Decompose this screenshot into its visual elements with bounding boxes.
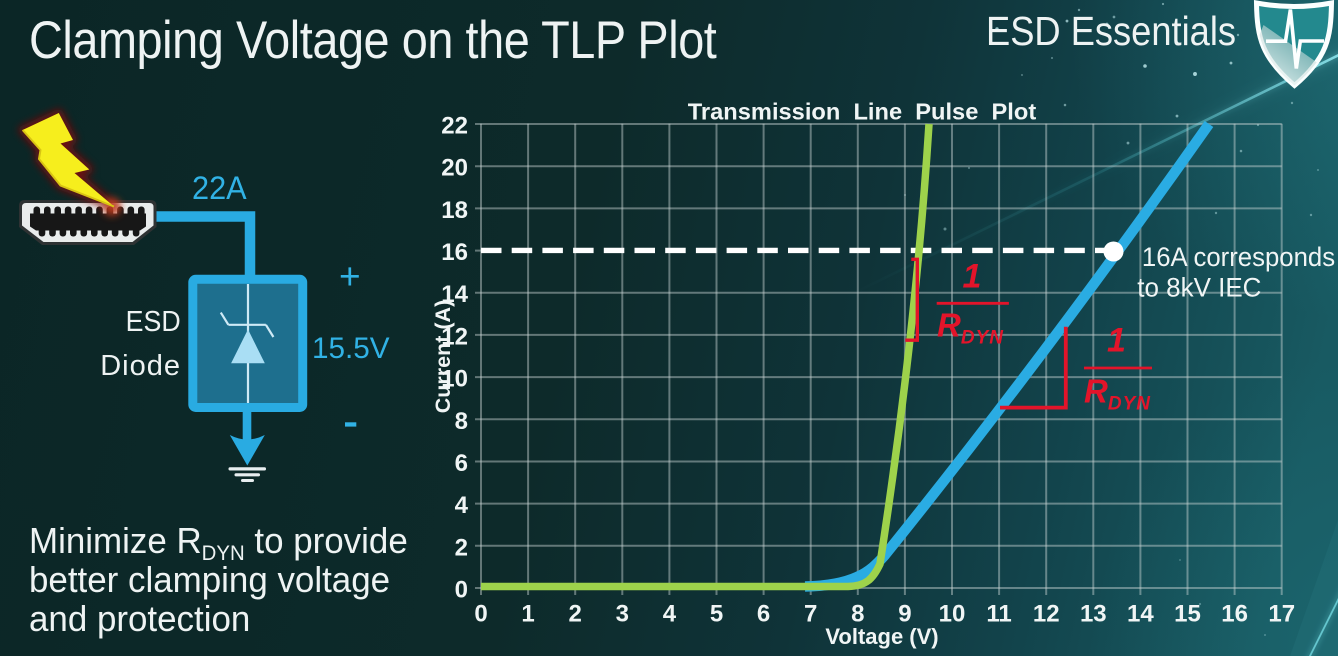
- svg-text:9: 9: [898, 601, 911, 628]
- svg-text:14: 14: [441, 281, 468, 308]
- svg-text:10: 10: [441, 366, 468, 393]
- svg-text:12: 12: [1033, 601, 1060, 628]
- svg-text:1: 1: [521, 601, 534, 628]
- svg-text:6: 6: [455, 450, 468, 477]
- svg-text:4: 4: [455, 492, 469, 519]
- svg-text:2: 2: [569, 601, 582, 628]
- svg-text:8: 8: [455, 408, 468, 435]
- svg-text:3: 3: [616, 601, 629, 628]
- svg-text:6: 6: [757, 601, 770, 628]
- svg-text:10: 10: [939, 601, 966, 628]
- svg-text:22: 22: [441, 113, 468, 140]
- svg-text:14: 14: [1127, 601, 1154, 628]
- svg-text:16A corresponds: 16A corresponds: [1142, 242, 1335, 273]
- svg-text:2: 2: [455, 534, 468, 561]
- svg-text:Transmission Line Pulse Plo: Transmission Line Pulse Plot: [688, 99, 1037, 125]
- svg-text:5: 5: [710, 601, 723, 628]
- svg-text:11: 11: [986, 601, 1011, 628]
- svg-text:18: 18: [441, 197, 468, 224]
- svg-text:0: 0: [474, 601, 487, 628]
- svg-text:Voltage (V): Voltage (V): [825, 624, 938, 649]
- svg-text:12: 12: [441, 323, 468, 350]
- svg-text:13: 13: [1080, 601, 1107, 628]
- svg-text:to 8kV IEC: to 8kV IEC: [1137, 272, 1261, 303]
- svg-text:7: 7: [804, 601, 817, 628]
- svg-text:0: 0: [455, 577, 468, 604]
- svg-text:16: 16: [1221, 601, 1248, 628]
- svg-text:20: 20: [441, 155, 468, 182]
- svg-text:Current (A): Current (A): [431, 300, 455, 413]
- svg-text:15: 15: [1174, 601, 1201, 628]
- svg-text:16: 16: [441, 239, 468, 266]
- svg-text:1: 1: [1107, 322, 1126, 360]
- svg-text:8: 8: [851, 601, 864, 628]
- svg-text:4: 4: [663, 601, 677, 628]
- svg-text:1: 1: [963, 258, 982, 296]
- svg-text:17: 17: [1268, 601, 1295, 628]
